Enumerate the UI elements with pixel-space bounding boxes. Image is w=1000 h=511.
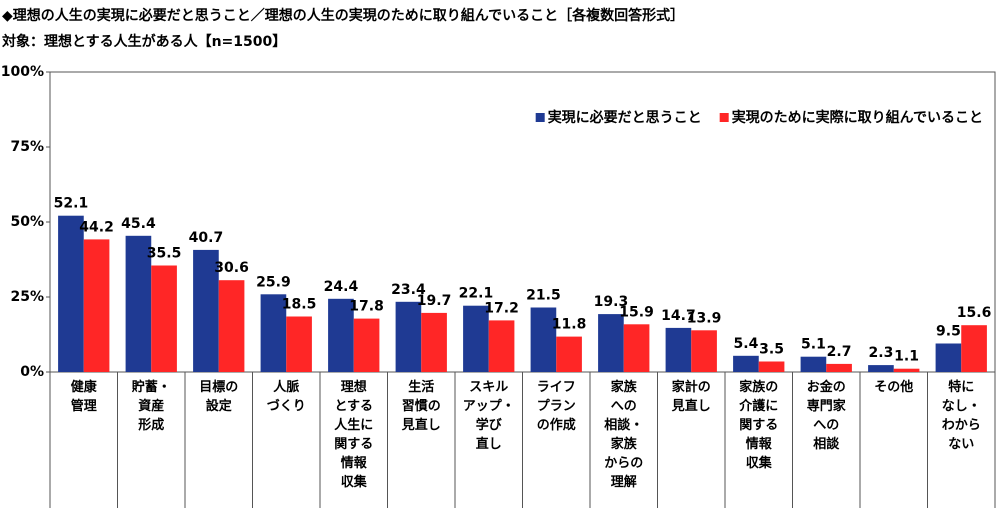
- bar: [758, 361, 785, 372]
- bar: [935, 343, 962, 372]
- value-label: 3.5: [759, 342, 784, 358]
- bar: [286, 316, 312, 372]
- value-label: 22.1: [459, 286, 494, 302]
- value-label: 14.7: [661, 308, 696, 324]
- value-label: 11.8: [552, 317, 587, 333]
- bar: [733, 355, 759, 372]
- bar: [421, 312, 447, 372]
- bar: [961, 325, 987, 372]
- y-tick-label: 0%: [20, 364, 44, 380]
- value-label: 5.4: [734, 336, 759, 352]
- bar: [463, 305, 489, 372]
- value-label: 19.7: [417, 293, 452, 309]
- bar: [691, 330, 717, 372]
- value-label: 40.7: [189, 230, 224, 246]
- value-label: 13.9: [687, 310, 722, 326]
- value-label: 17.8: [349, 299, 384, 315]
- y-tick-label: 50%: [10, 214, 44, 230]
- legend-swatch: [535, 113, 545, 122]
- bar: [598, 314, 624, 372]
- legend-swatch: [719, 113, 729, 122]
- value-label: 23.4: [391, 282, 426, 298]
- x-tick-label: 理想 とする 人生に 関する 情報 収集: [334, 380, 374, 490]
- x-tick-label: 健康 管理: [70, 380, 97, 414]
- x-tick-label: 貯蓄・ 資産 形成: [131, 380, 171, 433]
- bar: [58, 215, 84, 372]
- value-label: 1.1: [894, 349, 919, 365]
- value-label: 44.2: [79, 219, 114, 235]
- value-label: 15.6: [957, 305, 992, 321]
- bar: [556, 336, 582, 372]
- value-label: 24.4: [324, 279, 359, 295]
- bar: [83, 239, 110, 372]
- chart-title: ◆理想の人生の実現に必要だと思うこと／理想の人生の実現のために取り組んでいること…: [2, 7, 684, 24]
- value-label: 52.1: [54, 196, 89, 212]
- bar: [151, 265, 177, 372]
- x-tick-label: スキル アップ・ 学び 直し: [462, 380, 515, 452]
- bar: [193, 249, 219, 372]
- bar: [530, 307, 557, 372]
- x-tick-label: 目標の 設定: [199, 380, 239, 414]
- x-tick-label: 家族 への 相談・ 家族 からの 理解: [604, 380, 644, 490]
- bar: [623, 324, 650, 372]
- x-tick-label: 家計の 見直し: [671, 380, 711, 414]
- value-label: 9.5: [936, 324, 961, 340]
- legend-label: 実現のために実際に取り組んでいること: [732, 109, 983, 126]
- y-tick-label: 75%: [10, 139, 44, 155]
- value-label: 21.5: [526, 288, 561, 304]
- legend-label: 実現に必要だと思うこと: [548, 109, 702, 126]
- y-tick-label: 25%: [10, 289, 44, 305]
- value-label: 35.5: [147, 246, 182, 262]
- chart-subtitle: 対象：理想とする人生がある人【n=1500】: [1, 33, 286, 50]
- x-tick-label: 人脈 づくり: [266, 380, 306, 414]
- value-label: 25.9: [256, 274, 291, 290]
- value-label: 45.4: [121, 216, 156, 232]
- bar: [893, 368, 920, 372]
- bar: [260, 294, 287, 372]
- value-label: 5.1: [801, 337, 826, 353]
- x-tick-label: 生活 習慣の 見直し: [401, 380, 441, 433]
- x-tick-label: その他: [874, 380, 914, 395]
- x-tick-label: 特に なし・ わから ない: [941, 380, 981, 452]
- x-tick-label: お金の 専門家 への 相談: [806, 380, 846, 452]
- value-label: 18.5: [282, 297, 317, 313]
- y-tick-label: 100%: [1, 64, 44, 80]
- value-label: 19.3: [594, 294, 629, 310]
- value-label: 15.9: [619, 304, 654, 320]
- bar: [353, 318, 380, 372]
- bar: [665, 327, 692, 372]
- value-label: 2.3: [869, 345, 894, 361]
- bar: [125, 235, 152, 372]
- value-label: 30.6: [214, 260, 249, 276]
- bar: [488, 320, 515, 372]
- value-label: 17.2: [484, 300, 519, 316]
- bar: [218, 280, 245, 372]
- bar: [328, 298, 354, 372]
- x-tick-label: ライフ プラン の作成: [536, 380, 576, 433]
- x-tick-label: 家族の 介護に 関する 情報 収集: [739, 380, 779, 471]
- bar: [800, 356, 827, 372]
- bar: [826, 363, 852, 372]
- bar: [395, 301, 422, 372]
- value-label: 2.7: [827, 344, 852, 360]
- bar: [868, 365, 894, 372]
